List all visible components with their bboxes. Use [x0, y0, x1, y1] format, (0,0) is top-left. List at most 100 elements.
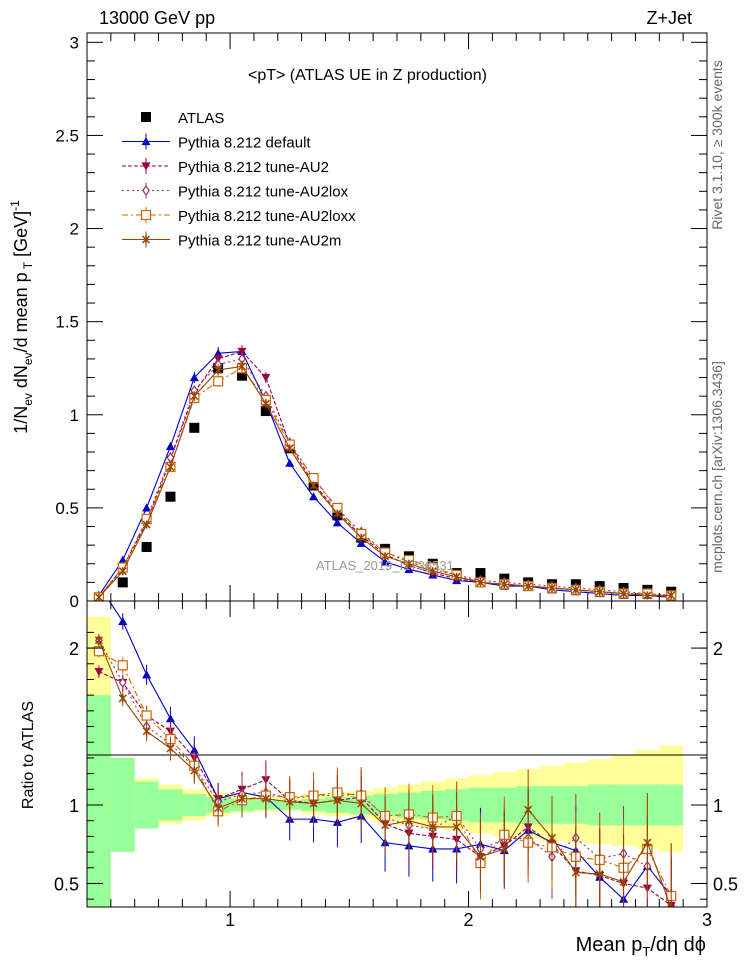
- main-point: [285, 444, 294, 453]
- ylabel-part-1: 1/N: [11, 406, 31, 434]
- ratio-point: [476, 852, 485, 861]
- ratio-point: [142, 727, 151, 736]
- ratio-point: [94, 581, 103, 589]
- stat-band-bin: [611, 784, 636, 826]
- y-axis-label-ratio: Ratio to ATLAS: [20, 701, 37, 809]
- legend-item: Pythia 8.212 tune-AU2m: [122, 231, 341, 250]
- ratio-frame: [86, 600, 708, 908]
- legend-label: Pythia 8.212 tune-AU2loxx: [178, 208, 356, 225]
- main-point: [356, 538, 366, 547]
- ratio-point: [452, 822, 461, 831]
- main-point: [643, 591, 652, 600]
- main-ytick-label: 1: [70, 406, 79, 425]
- ylabel-sub-t: T: [21, 261, 35, 272]
- stat-band-bin: [587, 784, 612, 826]
- ratio-point: [141, 710, 152, 721]
- main-point: [260, 406, 271, 417]
- stat-band-bin: [110, 757, 135, 853]
- ylabel-sub-ev2: ev: [21, 352, 35, 365]
- ylabel-sub-ev: ev: [21, 393, 35, 406]
- ratio-point: [595, 870, 604, 879]
- legend-marker: [141, 137, 151, 146]
- ratio-point: [118, 616, 128, 625]
- ylabel-sup: -1: [8, 200, 22, 211]
- y-axis-label-main: 1/Nev dNev/d mean p T [GeV]-1: [8, 200, 35, 434]
- ratio-series-4: [94, 633, 676, 907]
- stat-band-bin: [182, 794, 207, 816]
- stat-band-bin: [134, 781, 159, 829]
- ratio-point: [190, 766, 199, 775]
- main-ytick-label: 0: [70, 592, 79, 611]
- main-point: [117, 577, 128, 588]
- axis-ticks: 00.511.522.530.5 0.51 12 21 2 3: [54, 33, 738, 930]
- legend-marker: [141, 235, 151, 244]
- xlabel-part-2: /dη dϕ: [650, 934, 706, 956]
- main-point: [524, 582, 533, 591]
- main-point: [165, 441, 175, 451]
- main-point: [141, 541, 152, 552]
- ratio-point: [404, 816, 413, 825]
- xtick-label: 3: [702, 910, 712, 930]
- main-point: [237, 370, 247, 381]
- main-point: [189, 373, 199, 382]
- legend: ATLAS Pythia 8.212 default Pythia 8.212 tu…: [122, 110, 356, 250]
- main-point: [189, 422, 200, 433]
- plot-title: <pT> (ATLAS UE in Z production): [248, 67, 487, 84]
- ratio-ytick-label-right: 0.5: [713, 874, 738, 894]
- main-ytick-label: 0.5: [55, 499, 79, 518]
- ratio-point: [118, 677, 127, 689]
- ratio-ytick-label-right: 2: [713, 639, 723, 659]
- main-point: [333, 509, 342, 518]
- xtick-label: 1: [225, 910, 235, 930]
- main-point: [452, 572, 461, 581]
- ratio-point: [643, 838, 652, 847]
- ratio-point: [333, 796, 342, 805]
- ratio-ytick-label-right: 1: [713, 796, 723, 816]
- main-point: [309, 492, 319, 501]
- x-axis-label: Mean pT/dη dϕ: [576, 934, 706, 959]
- ratio-point: [261, 794, 270, 803]
- stat-band-bin: [87, 695, 111, 907]
- ratio-point: [118, 694, 127, 703]
- header-right: Z+Jet: [646, 8, 692, 28]
- ratio-point: [165, 714, 175, 723]
- ratio-point: [94, 668, 104, 677]
- main-point: [475, 568, 486, 579]
- main-point: [142, 503, 152, 512]
- ratio-point: [547, 833, 557, 842]
- legend-marker: [141, 112, 151, 122]
- legend-label: Pythia 8.212 tune-AU2lox: [178, 184, 349, 201]
- main-series-5: [94, 360, 676, 601]
- main-point: [165, 491, 176, 502]
- ratio-point: [619, 877, 628, 886]
- ratio-point: [524, 805, 533, 814]
- main-point: [380, 557, 390, 566]
- legend-item: Pythia 8.212 tune-AU2: [122, 158, 329, 176]
- ratio-point: [357, 799, 366, 808]
- main-ytick-label: 3: [70, 33, 79, 52]
- ratio-point: [117, 660, 128, 671]
- main-point: [118, 555, 128, 564]
- main-point: [261, 399, 270, 408]
- watermark: ATLAS_2019_I1736531: [316, 558, 454, 573]
- legend-label: Pythia 8.212 default: [178, 135, 311, 152]
- main-point: [142, 520, 151, 529]
- ratio-series-group: [93, 581, 677, 907]
- main-series-group: [93, 345, 677, 601]
- main-point: [667, 591, 676, 600]
- legend-item: Pythia 8.212 tune-AU2loxx: [122, 207, 356, 225]
- ratio-ytick-label: 2: [69, 639, 79, 659]
- ratio-point: [94, 636, 103, 645]
- main-point: [118, 567, 127, 576]
- main-point: [213, 376, 224, 387]
- legend-item: Pythia 8.212 tune-AU2lox: [122, 182, 349, 201]
- main-point: [94, 593, 103, 601]
- ylabel-part-3: /d mean p: [11, 272, 31, 352]
- main-ytick-label: 2: [70, 220, 79, 239]
- main-point: [404, 559, 413, 568]
- legend-label: Pythia 8.212 tune-AU2: [178, 159, 329, 176]
- main-point: [571, 585, 580, 594]
- ylabel-part-2: dN: [11, 365, 31, 393]
- main-point: [595, 587, 604, 596]
- legend-item: Pythia 8.212 default: [122, 133, 311, 152]
